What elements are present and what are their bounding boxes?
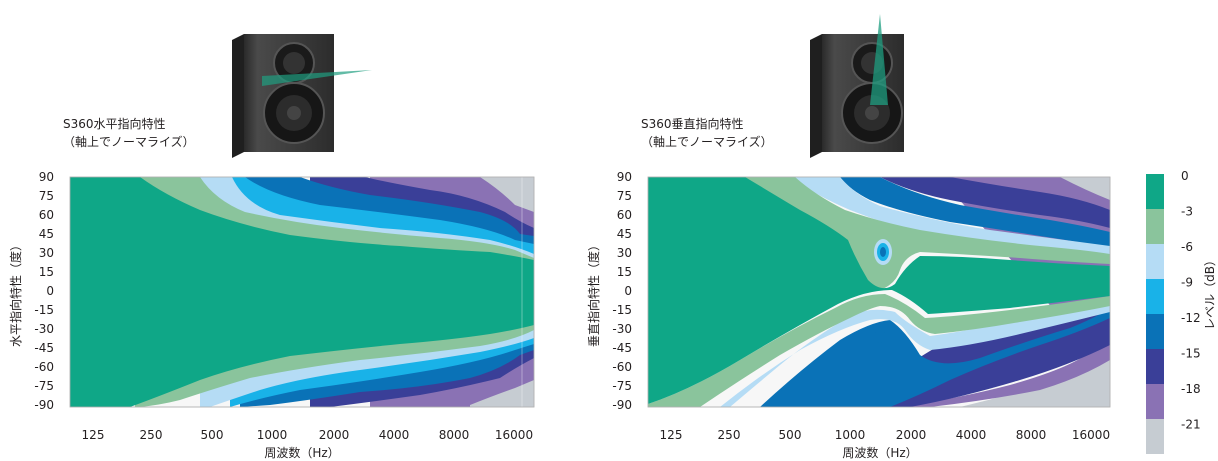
y-tick: 75 xyxy=(617,189,632,203)
band-minus3-upper xyxy=(740,177,1110,290)
horizontal-y-ticks: 90 75 60 45 30 15 0 -15 -30 -45 -60 -75 … xyxy=(34,170,54,412)
x-tick: 16000 xyxy=(495,428,533,442)
x-tick: 2000 xyxy=(319,428,350,442)
colorbar-label: レベル（dB） xyxy=(1203,254,1217,330)
x-tick: 250 xyxy=(718,428,741,442)
band-minus3-lower xyxy=(648,294,1110,407)
band-minus15-upper xyxy=(880,177,1110,228)
y-tick: -75 xyxy=(34,379,54,393)
y-tick: -45 xyxy=(612,341,632,355)
band-minus12-lower xyxy=(760,308,1110,407)
x-tick: 16000 xyxy=(1072,428,1110,442)
vertical-dispersion-beam xyxy=(870,14,888,105)
y-tick: -30 xyxy=(612,322,632,336)
y-tick: -90 xyxy=(612,398,632,412)
x-axis-label: 周波数（Hz） xyxy=(842,445,917,460)
caption-right-line2: （軸上でノーマライズ） xyxy=(641,134,773,149)
caption-left-line2: （軸上でノーマライズ） xyxy=(63,134,195,149)
y-tick: 15 xyxy=(39,265,54,279)
colorbar-tick: -12 xyxy=(1181,311,1201,325)
speaker-vertical-illustration xyxy=(810,14,904,158)
y-tick: 30 xyxy=(39,246,54,260)
y-tick: 0 xyxy=(46,284,54,298)
colorbar-tick: -6 xyxy=(1181,240,1193,254)
y-tick: -45 xyxy=(34,341,54,355)
y-tick: 30 xyxy=(617,246,632,260)
y-tick: 15 xyxy=(617,265,632,279)
x-tick: 1000 xyxy=(257,428,288,442)
horizontal-directivity-plot: 90 75 60 45 30 15 0 -15 -30 -45 -60 -75 … xyxy=(8,170,535,460)
colorbar-tick: -9 xyxy=(1181,276,1193,290)
y-tick: 60 xyxy=(39,208,54,222)
y-tick: 0 xyxy=(624,284,632,298)
x-tick: 4000 xyxy=(956,428,987,442)
caption-right-line1: S360垂直指向特性 xyxy=(641,116,744,131)
colorbar-tick: -18 xyxy=(1181,382,1201,396)
colorbar-swatches xyxy=(1146,174,1164,454)
y-tick: 45 xyxy=(39,227,54,241)
colorbar-tick: 0 xyxy=(1181,169,1189,183)
colorbar-swatch xyxy=(1146,419,1164,454)
y-axis-label: 垂直指向特性（度） xyxy=(586,239,601,347)
colorbar-swatch xyxy=(1146,384,1164,419)
colorbar-swatch xyxy=(1146,174,1164,209)
y-tick: -30 xyxy=(34,322,54,336)
horizontal-x-ticks: 125 250 500 1000 2000 4000 8000 16000 xyxy=(82,428,534,442)
y-tick: 90 xyxy=(617,170,632,184)
y-tick: 45 xyxy=(617,227,632,241)
band-0 xyxy=(648,177,1110,404)
y-tick: -60 xyxy=(34,360,54,374)
x-tick: 250 xyxy=(140,428,163,442)
vertical-y-ticks: 90 75 60 45 30 15 0 -15 -30 -45 -60 -75 … xyxy=(612,170,632,412)
x-tick: 8000 xyxy=(1016,428,1047,442)
y-tick: 60 xyxy=(617,208,632,222)
horizontal-contour-bands xyxy=(70,177,534,407)
colorbar-tick: -3 xyxy=(1181,205,1193,219)
y-tick: -15 xyxy=(34,303,54,317)
x-tick: 2000 xyxy=(896,428,927,442)
colorbar-tick: -15 xyxy=(1181,347,1201,361)
colorbar-swatch xyxy=(1146,244,1164,279)
colorbar-swatch xyxy=(1146,209,1164,244)
colorbar-tick: -21 xyxy=(1181,418,1201,432)
y-tick: -75 xyxy=(612,379,632,393)
band-minus12-upper xyxy=(840,177,1110,248)
colorbar-tick-labels: 0 -3 -6 -9 -12 -15 -18 -21 xyxy=(1181,169,1201,432)
vertical-contour-bands xyxy=(648,177,1110,407)
band-0 xyxy=(70,177,534,407)
x-tick: 8000 xyxy=(439,428,470,442)
band-minus12-lobe-lower xyxy=(875,329,885,343)
x-tick: 4000 xyxy=(379,428,410,442)
band-minus6-lower xyxy=(720,302,1110,407)
x-tick: 125 xyxy=(82,428,105,442)
colorbar-swatch xyxy=(1146,314,1164,349)
x-tick: 500 xyxy=(201,428,224,442)
y-tick: -15 xyxy=(612,303,632,317)
colorbar-swatch xyxy=(1146,279,1164,314)
colorbar-legend: 0 -3 -6 -9 -12 -15 -18 -21 レベル（dB） xyxy=(1146,169,1217,454)
x-tick: 1000 xyxy=(835,428,866,442)
y-tick: 90 xyxy=(39,170,54,184)
horizontal-dispersion-beam xyxy=(262,70,372,86)
speaker-horizontal-illustration xyxy=(232,34,372,158)
x-tick: 500 xyxy=(779,428,802,442)
y-tick: -90 xyxy=(34,398,54,412)
caption-left-line1: S360水平指向特性 xyxy=(63,116,166,131)
vertical-directivity-plot: 90 75 60 45 30 15 0 -15 -30 -45 -60 -75 … xyxy=(586,170,1111,460)
x-axis-label: 周波数（Hz） xyxy=(264,445,339,460)
y-axis-label: 水平指向特性（度） xyxy=(8,239,23,347)
y-tick: 75 xyxy=(39,189,54,203)
colorbar-swatch xyxy=(1146,349,1164,384)
y-tick: -60 xyxy=(612,360,632,374)
band-minus12-core xyxy=(880,247,886,257)
x-tick: 125 xyxy=(660,428,683,442)
vertical-x-ticks: 125 250 500 1000 2000 4000 8000 16000 xyxy=(660,428,1111,442)
